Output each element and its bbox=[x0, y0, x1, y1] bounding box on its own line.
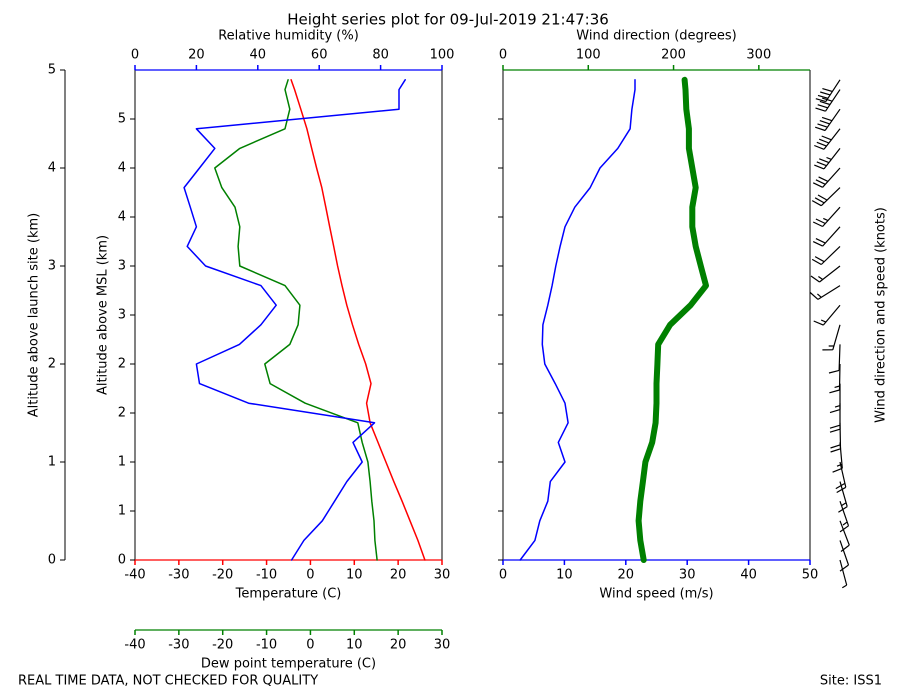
tick-label: 30 bbox=[679, 568, 696, 583]
tick-label: 3 bbox=[118, 259, 126, 274]
axis-label: Wind direction (degrees) bbox=[576, 29, 736, 44]
tick-label: -10 bbox=[256, 568, 277, 583]
tick-label: 60 bbox=[311, 48, 328, 63]
tick-label: 3 bbox=[118, 308, 126, 323]
tick-label: 20 bbox=[618, 568, 635, 583]
axis-label: Dew point temperature (C) bbox=[201, 657, 376, 672]
tick-label: -30 bbox=[168, 568, 189, 583]
tick-label: 40 bbox=[740, 568, 757, 583]
tick-label: 3 bbox=[48, 259, 56, 274]
wind-barb bbox=[829, 403, 841, 433]
tick-label: 4 bbox=[118, 210, 126, 225]
tick-label: 0 bbox=[499, 48, 507, 63]
barb-axis-label: Wind direction and speed (knots) bbox=[874, 207, 889, 423]
tick-label: -40 bbox=[124, 638, 145, 653]
tick-label: 80 bbox=[372, 48, 389, 63]
tick-label: 40 bbox=[250, 48, 267, 63]
wind-barb bbox=[815, 108, 841, 132]
wind-barb bbox=[809, 285, 841, 300]
footer-note: REAL TIME DATA, NOT CHECKED FOR QUALITY bbox=[18, 674, 318, 689]
wind-barb bbox=[815, 79, 841, 103]
tick-label: 20 bbox=[390, 568, 407, 583]
tick-label: 0 bbox=[131, 48, 139, 63]
axis-label: Wind speed (m/s) bbox=[599, 587, 713, 602]
tick-label: 300 bbox=[746, 48, 771, 63]
tick-label: 0 bbox=[306, 568, 314, 583]
wind-barb bbox=[829, 363, 841, 394]
tick-label: -10 bbox=[256, 638, 277, 653]
wind-barb bbox=[828, 344, 841, 374]
axis-label: Altitude above launch site (km) bbox=[27, 213, 42, 417]
tick-label: 30 bbox=[434, 638, 451, 653]
site-label: Site: ISS1 bbox=[820, 674, 882, 689]
wind-barb bbox=[839, 540, 850, 572]
tick-label: 50 bbox=[802, 568, 819, 583]
axis-label: Temperature (C) bbox=[235, 587, 342, 602]
tick-label: 20 bbox=[390, 638, 407, 653]
tick-label: 2 bbox=[48, 357, 56, 372]
wind-barb bbox=[839, 501, 850, 533]
wind-barb bbox=[812, 167, 841, 188]
tick-label: 10 bbox=[556, 568, 573, 583]
tick-label: 2 bbox=[118, 357, 126, 372]
tick-label: 1 bbox=[118, 455, 126, 470]
tick-label: 20 bbox=[188, 48, 205, 63]
tick-label: -40 bbox=[124, 568, 145, 583]
tick-label: 1 bbox=[48, 455, 56, 470]
profile-line bbox=[290, 79, 426, 561]
wind-barb bbox=[835, 461, 847, 494]
tick-label: 0 bbox=[499, 568, 507, 583]
wind-barb bbox=[813, 304, 841, 326]
profile-line bbox=[214, 79, 378, 561]
profile-line bbox=[183, 79, 406, 561]
tick-label: -30 bbox=[168, 638, 189, 653]
tick-label: 10 bbox=[346, 638, 363, 653]
wind-barb bbox=[814, 128, 841, 150]
tick-label: 30 bbox=[434, 568, 451, 583]
tick-label: 200 bbox=[661, 48, 686, 63]
tick-label: 10 bbox=[346, 568, 363, 583]
tick-label: 100 bbox=[576, 48, 601, 63]
tick-label: -20 bbox=[212, 568, 233, 583]
wind-barb bbox=[812, 206, 841, 228]
axis-label: Relative humidity (%) bbox=[218, 29, 359, 44]
wind-barb bbox=[839, 520, 850, 552]
wind-barb bbox=[822, 324, 841, 351]
tick-label: 100 bbox=[430, 48, 455, 63]
tick-label: 4 bbox=[48, 161, 56, 176]
tick-label: 5 bbox=[118, 112, 126, 127]
wind-barb bbox=[811, 245, 841, 266]
tick-label: -20 bbox=[212, 638, 233, 653]
profile-line bbox=[519, 79, 636, 561]
tick-label: 5 bbox=[48, 63, 56, 78]
tick-label: 2 bbox=[118, 406, 126, 421]
profile-line bbox=[635, 76, 709, 563]
wind-barb bbox=[839, 559, 848, 589]
tick-label: 0 bbox=[48, 553, 56, 568]
wind-barb bbox=[811, 187, 841, 207]
axis-label: Altitude above MSL (km) bbox=[96, 235, 111, 395]
wind-barb bbox=[810, 265, 841, 283]
tick-label: 0 bbox=[118, 553, 126, 568]
wind-barb bbox=[829, 383, 841, 414]
chart-title: Height series plot for 09-Jul-2019 21:47… bbox=[287, 11, 609, 29]
wind-barb bbox=[815, 89, 841, 112]
wind-barb bbox=[814, 148, 841, 170]
tick-label: 0 bbox=[306, 638, 314, 653]
tick-label: 4 bbox=[118, 161, 126, 176]
wind-barb bbox=[812, 226, 841, 247]
tick-label: 1 bbox=[118, 504, 126, 519]
